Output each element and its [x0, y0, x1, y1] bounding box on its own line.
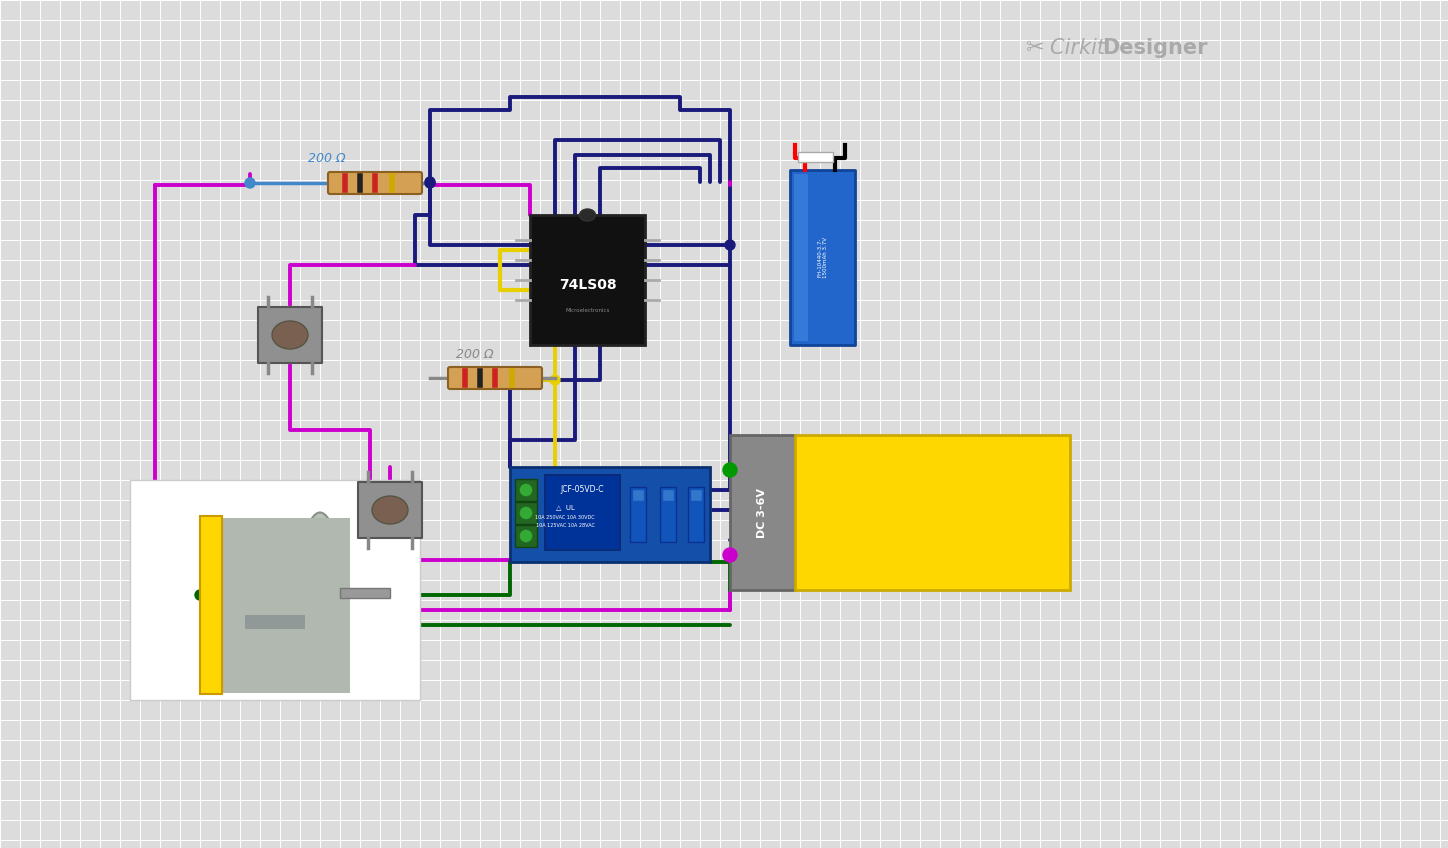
- Text: ✂: ✂: [1025, 38, 1044, 58]
- Bar: [210, 518, 350, 693]
- Text: Microelectronics: Microelectronics: [565, 308, 610, 313]
- Text: DC 3-6V: DC 3-6V: [757, 488, 767, 538]
- Bar: [691, 489, 702, 501]
- Text: △  UL: △ UL: [556, 504, 575, 510]
- Text: Designer: Designer: [1102, 38, 1208, 58]
- Text: 10A 250VAC 10A 30VDC: 10A 250VAC 10A 30VDC: [536, 515, 595, 520]
- FancyBboxPatch shape: [447, 367, 542, 389]
- Bar: [662, 489, 673, 501]
- Bar: [631, 489, 644, 501]
- Bar: [515, 525, 537, 547]
- Bar: [258, 307, 321, 363]
- Bar: [245, 615, 306, 629]
- Text: 200 Ω: 200 Ω: [456, 348, 494, 361]
- Bar: [544, 475, 620, 550]
- Text: 200 Ω: 200 Ω: [308, 152, 346, 165]
- Bar: [515, 502, 537, 524]
- Bar: [630, 487, 646, 542]
- Bar: [130, 480, 420, 700]
- Ellipse shape: [372, 496, 408, 524]
- FancyBboxPatch shape: [329, 172, 421, 194]
- Circle shape: [209, 596, 222, 608]
- Bar: [200, 516, 222, 694]
- Circle shape: [245, 178, 255, 188]
- Bar: [358, 482, 421, 538]
- Text: 74LS08: 74LS08: [559, 278, 617, 292]
- Bar: [340, 588, 390, 598]
- Bar: [515, 479, 537, 501]
- Circle shape: [723, 463, 737, 477]
- Ellipse shape: [297, 512, 343, 688]
- Text: 10A 125VAC 10A 28VAC: 10A 125VAC 10A 28VAC: [536, 523, 595, 528]
- Circle shape: [723, 548, 737, 562]
- Bar: [795, 435, 1070, 590]
- Circle shape: [426, 177, 434, 187]
- Circle shape: [725, 240, 736, 250]
- Circle shape: [209, 579, 222, 591]
- Ellipse shape: [272, 321, 308, 349]
- Bar: [794, 174, 808, 341]
- Ellipse shape: [579, 209, 595, 221]
- Text: FH-10440-3.7-
1500mAh 3.7V: FH-10440-3.7- 1500mAh 3.7V: [817, 237, 828, 278]
- Circle shape: [426, 178, 434, 188]
- Bar: [730, 435, 795, 590]
- Circle shape: [518, 506, 533, 520]
- Bar: [688, 487, 704, 542]
- Bar: [660, 487, 676, 542]
- Bar: [510, 467, 710, 562]
- Circle shape: [550, 375, 560, 385]
- Bar: [798, 152, 833, 162]
- Bar: [530, 215, 644, 345]
- Text: Cirkit: Cirkit: [1050, 38, 1112, 58]
- Circle shape: [518, 483, 533, 497]
- Circle shape: [195, 590, 206, 600]
- Circle shape: [518, 529, 533, 543]
- Bar: [791, 170, 854, 345]
- Text: JCF-05VD-C: JCF-05VD-C: [560, 485, 604, 494]
